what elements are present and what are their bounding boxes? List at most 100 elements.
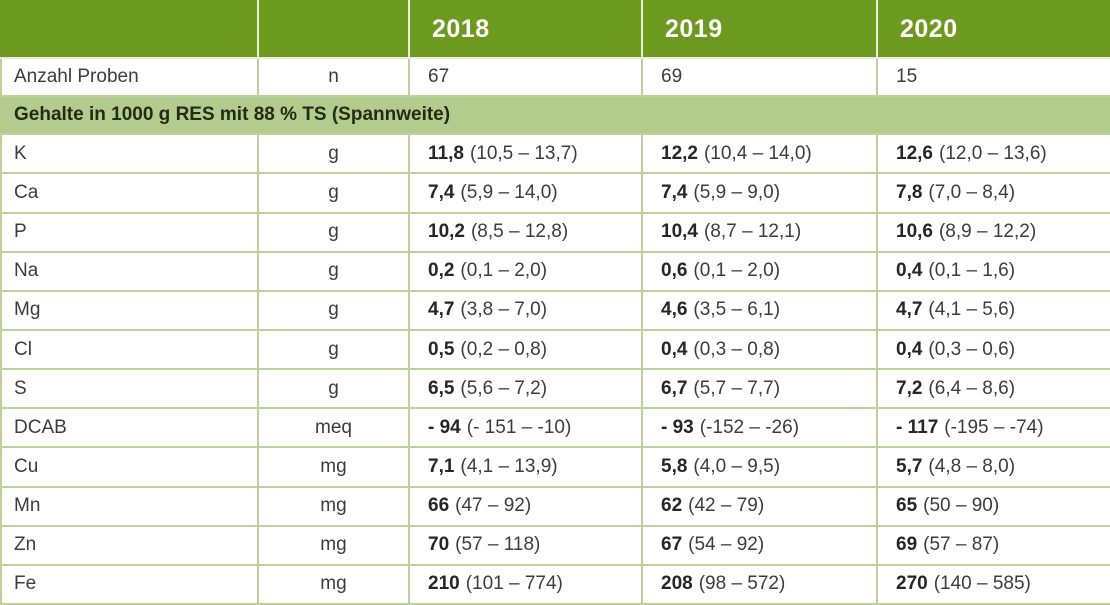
table-row: Cu mg 7,1 (4,1 – 13,9) 5,8 (4,0 – 9,5) 5,7… [0, 446, 1110, 488]
element-label: Cu [0, 446, 259, 488]
table-row: P g 10,2 (8,5 – 12,8) 10,4 (8,7 – 12,1) 10… [0, 211, 1110, 253]
element-label: Na [0, 250, 259, 292]
value-cell-2020: 5,7 (4,8 – 8,0) [876, 446, 1110, 488]
mean-value: 5,8 [661, 455, 688, 477]
value-cell-2020: - 117 (-195 – -74) [876, 407, 1110, 449]
value-cell-2020: 10,6 (8,9 – 12,2) [876, 211, 1110, 253]
range-value: (6,4 – 8,6) [928, 377, 1016, 399]
mean-value: 70 [428, 534, 450, 556]
mean-value: 4,6 [661, 299, 688, 321]
samples-value-2019: 69 [641, 56, 878, 98]
mean-value: 6,5 [428, 377, 455, 399]
samples-unit: n [257, 56, 410, 98]
range-value: (10,4 – 14,0) [703, 142, 812, 164]
range-value: (5,6 – 7,2) [460, 377, 548, 399]
range-value: (8,5 – 12,8) [470, 221, 569, 243]
range-value: (0,1 – 2,0) [693, 260, 781, 282]
value-cell-2019: 10,4 (8,7 – 12,1) [641, 211, 878, 253]
value-cell-2018: - 94 (- 151 – -10) [408, 407, 643, 449]
unit-cell: g [257, 133, 410, 175]
value-cell-2018: 0,2 (0,1 – 2,0) [408, 250, 643, 292]
unit-cell: mg [257, 563, 410, 605]
mineral-rows: K g 11,8 (10,5 – 13,7) 12,2 (10,4 – 14,0) … [0, 133, 1110, 605]
value-cell-2019: 0,6 (0,1 – 2,0) [641, 250, 878, 292]
value-cell-2019: 5,8 (4,0 – 9,5) [641, 446, 878, 488]
table-row: S g 6,5 (5,6 – 7,2) 6,7 (5,7 – 7,7) 7,2 (6,… [0, 368, 1110, 410]
unit-cell: g [257, 289, 410, 331]
range-value: (3,8 – 7,0) [460, 299, 548, 321]
header-unit-cell [257, 0, 410, 59]
value-cell-2018: 7,1 (4,1 – 13,9) [408, 446, 643, 488]
range-value: (54 – 92) [688, 534, 765, 556]
value-cell-2018: 11,8 (10,5 – 13,7) [408, 133, 643, 175]
table-row: K g 11,8 (10,5 – 13,7) 12,2 (10,4 – 14,0) … [0, 133, 1110, 175]
section-title: Gehalte in 1000 g RES mit 88 % TS (Spann… [0, 95, 1110, 136]
header-label-cell [0, 0, 259, 59]
mean-value: - 93 [661, 416, 694, 438]
range-value: (4,8 – 8,0) [928, 455, 1016, 477]
range-value: (7,0 – 8,4) [928, 181, 1016, 203]
samples-value-2018: 67 [408, 56, 643, 98]
mean-value: 12,6 [896, 142, 933, 164]
mean-value: 66 [428, 495, 450, 517]
mean-value: 62 [661, 495, 683, 517]
range-value: (- 151 – -10) [466, 416, 572, 438]
mean-value: 0,4 [896, 338, 923, 360]
range-value: (101 – 774) [465, 573, 563, 595]
year-header-2018: 2018 [408, 0, 643, 59]
table-row: Mn mg 66 (47 – 92) 62 (42 – 79) 65 (50 – 90… [0, 485, 1110, 527]
value-cell-2018: 210 (101 – 774) [408, 563, 643, 605]
value-cell-2018: 6,5 (5,6 – 7,2) [408, 368, 643, 410]
range-value: (0,1 – 1,6) [928, 260, 1016, 282]
samples-label: Anzahl Proben [0, 56, 259, 98]
range-value: (140 – 585) [933, 573, 1031, 595]
range-value: (12,0 – 13,6) [938, 142, 1047, 164]
section-header-row: Gehalte in 1000 g RES mit 88 % TS (Spann… [0, 95, 1110, 136]
mean-value: 12,2 [661, 142, 698, 164]
value-cell-2019: 12,2 (10,4 – 14,0) [641, 133, 878, 175]
mean-value: - 117 [896, 416, 939, 438]
mean-value: 208 [661, 573, 693, 595]
value-cell-2020: 270 (140 – 585) [876, 563, 1110, 605]
range-value: (5,9 – 14,0) [460, 181, 558, 203]
range-value: (-152 – -26) [699, 416, 800, 438]
year-header-row: 2018 2019 2020 [0, 0, 1110, 59]
unit-cell: g [257, 211, 410, 253]
range-value: (0,1 – 2,0) [460, 260, 548, 282]
range-value: (0,2 – 0,8) [460, 338, 548, 360]
unit-cell: g [257, 328, 410, 371]
value-cell-2020: 0,4 (0,3 – 0,6) [876, 328, 1110, 371]
table-row: Fe mg 210 (101 – 774) 208 (98 – 572) 270 (1… [0, 563, 1110, 605]
value-cell-2018: 4,7 (3,8 – 7,0) [408, 289, 643, 331]
range-value: (57 – 118) [455, 534, 541, 556]
mean-value: 10,4 [661, 221, 698, 243]
range-value: (-195 – -74) [944, 416, 1044, 438]
range-value: (42 – 79) [688, 495, 765, 517]
range-value: (5,7 – 7,7) [693, 377, 781, 399]
value-cell-2020: 4,7 (4,1 – 5,6) [876, 289, 1110, 331]
samples-value-2020: 15 [876, 56, 1110, 98]
table-row: Zn mg 70 (57 – 118) 67 (54 – 92) 69 (57 – 8… [0, 524, 1110, 566]
value-cell-2020: 65 (50 – 90) [876, 485, 1110, 527]
range-value: (4,1 – 5,6) [928, 299, 1016, 321]
value-cell-2019: - 93 (-152 – -26) [641, 407, 878, 449]
range-value: (0,3 – 0,6) [928, 338, 1016, 360]
value-cell-2018: 7,4 (5,9 – 14,0) [408, 172, 643, 214]
range-value: (50 – 90) [923, 495, 1000, 517]
table-row: Mg g 4,7 (3,8 – 7,0) 4,6 (3,5 – 6,1) 4,7 (4… [0, 289, 1110, 331]
table-row: Ca g 7,4 (5,9 – 14,0) 7,4 (5,9 – 9,0) 7,8(… [0, 172, 1110, 214]
unit-cell: g [257, 172, 410, 214]
unit-cell: mg [257, 446, 410, 488]
table-row: Cl g 0,5 (0,2 – 0,8) 0,4 (0,3 – 0,8) 0,4 (0… [0, 328, 1110, 371]
range-value: (57 – 87) [923, 534, 1000, 556]
unit-cell: mg [257, 485, 410, 527]
value-cell-2019: 6,7 (5,7 – 7,7) [641, 368, 878, 410]
value-cell-2020: 0,4 (0,1 – 1,6) [876, 250, 1110, 292]
mean-value: 7,8 [896, 181, 923, 203]
range-value: (5,9 – 9,0) [693, 181, 781, 203]
element-label: Mg [0, 289, 259, 331]
year-header-2020: 2020 [876, 0, 1110, 59]
value-cell-2018: 0,5 (0,2 – 0,8) [408, 328, 643, 371]
value-cell-2019: 7,4 (5,9 – 9,0) [641, 172, 878, 214]
